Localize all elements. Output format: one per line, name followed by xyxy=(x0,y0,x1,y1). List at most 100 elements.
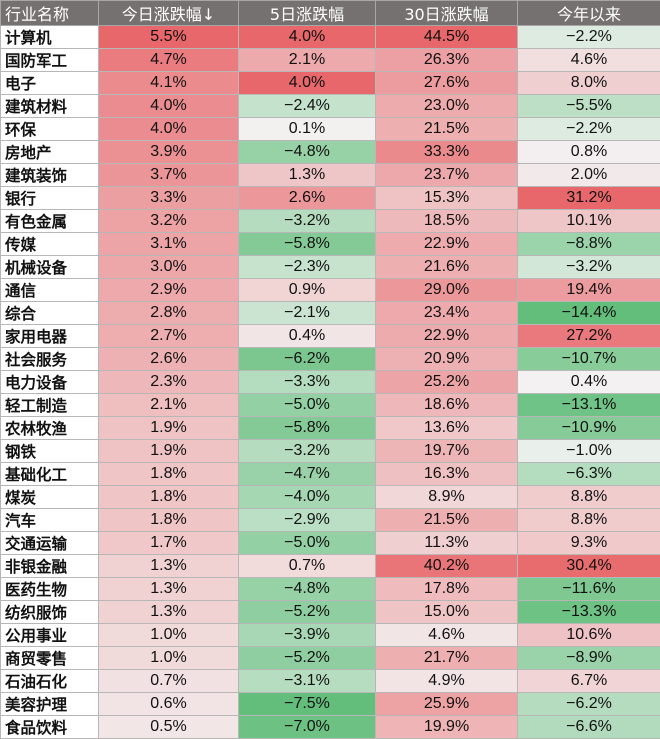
cell-industry-name: 环保 xyxy=(1,118,99,141)
cell-30day-change: 40.2% xyxy=(376,555,518,578)
cell-5day-change: −5.8% xyxy=(239,233,376,256)
cell-industry-name: 美容护理 xyxy=(1,693,99,716)
cell-today-change: 0.5% xyxy=(99,716,239,739)
column-header-5day-change[interactable]: 5日涨跌幅 xyxy=(239,1,376,26)
cell-30day-change: 19.9% xyxy=(376,716,518,739)
cell-today-change: 1.9% xyxy=(99,417,239,440)
cell-industry-name: 社会服务 xyxy=(1,348,99,371)
cell-30day-change: 22.9% xyxy=(376,325,518,348)
cell-today-change: 1.7% xyxy=(99,532,239,555)
cell-today-change: 1.3% xyxy=(99,555,239,578)
cell-30day-change: 33.3% xyxy=(376,141,518,164)
cell-30day-change: 22.9% xyxy=(376,233,518,256)
cell-ytd-change: −8.9% xyxy=(518,647,660,670)
cell-ytd-change: −6.3% xyxy=(518,463,660,486)
cell-today-change: 1.3% xyxy=(99,601,239,624)
column-header-industry[interactable]: 行业名称 xyxy=(1,1,99,26)
cell-5day-change: −6.2% xyxy=(239,348,376,371)
cell-30day-change: 23.4% xyxy=(376,302,518,325)
cell-5day-change: −2.4% xyxy=(239,95,376,118)
cell-5day-change: −4.7% xyxy=(239,463,376,486)
cell-industry-name: 有色金属 xyxy=(1,210,99,233)
cell-30day-change: 20.9% xyxy=(376,348,518,371)
cell-industry-name: 综合 xyxy=(1,302,99,325)
cell-today-change: 1.0% xyxy=(99,624,239,647)
cell-5day-change: −4.8% xyxy=(239,578,376,601)
cell-industry-name: 银行 xyxy=(1,187,99,210)
cell-industry-name: 电子 xyxy=(1,72,99,95)
cell-industry-name: 非银金融 xyxy=(1,555,99,578)
cell-30day-change: 17.8% xyxy=(376,578,518,601)
cell-5day-change: −5.8% xyxy=(239,417,376,440)
cell-5day-change: −4.0% xyxy=(239,486,376,509)
cell-today-change: 1.0% xyxy=(99,647,239,670)
cell-ytd-change: 19.4% xyxy=(518,279,660,302)
column-header-ytd-change[interactable]: 今年以来 xyxy=(518,1,660,26)
cell-ytd-change: −6.6% xyxy=(518,716,660,739)
cell-industry-name: 建筑装饰 xyxy=(1,164,99,187)
cell-5day-change: −3.2% xyxy=(239,210,376,233)
cell-ytd-change: 9.3% xyxy=(518,532,660,555)
cell-30day-change: 21.7% xyxy=(376,647,518,670)
cell-5day-change: 0.7% xyxy=(239,555,376,578)
cell-today-change: 3.1% xyxy=(99,233,239,256)
cell-ytd-change: 8.8% xyxy=(518,486,660,509)
cell-5day-change: −2.9% xyxy=(239,509,376,532)
cell-5day-change: −3.9% xyxy=(239,624,376,647)
cell-5day-change: −5.2% xyxy=(239,647,376,670)
cell-today-change: 3.9% xyxy=(99,141,239,164)
cell-industry-name: 商贸零售 xyxy=(1,647,99,670)
cell-5day-change: −2.1% xyxy=(239,302,376,325)
cell-5day-change: −7.0% xyxy=(239,716,376,739)
column-header-today-change[interactable]: 今日涨跌幅↓ xyxy=(99,1,239,26)
cell-5day-change: 0.9% xyxy=(239,279,376,302)
cell-5day-change: 2.1% xyxy=(239,49,376,72)
cell-5day-change: 1.3% xyxy=(239,164,376,187)
cell-industry-name: 食品饮料 xyxy=(1,716,99,739)
cell-industry-name: 石油石化 xyxy=(1,670,99,693)
cell-30day-change: 19.7% xyxy=(376,440,518,463)
cell-industry-name: 交通运输 xyxy=(1,532,99,555)
cell-ytd-change: −11.6% xyxy=(518,578,660,601)
cell-5day-change: −3.3% xyxy=(239,371,376,394)
cell-30day-change: 18.6% xyxy=(376,394,518,417)
cell-industry-name: 机械设备 xyxy=(1,256,99,279)
cell-today-change: 1.8% xyxy=(99,486,239,509)
cell-today-change: 4.7% xyxy=(99,49,239,72)
cell-ytd-change: −5.5% xyxy=(518,95,660,118)
cell-today-change: 2.1% xyxy=(99,394,239,417)
cell-industry-name: 钢铁 xyxy=(1,440,99,463)
cell-5day-change: −4.8% xyxy=(239,141,376,164)
cell-5day-change: 4.0% xyxy=(239,72,376,95)
cell-today-change: 2.7% xyxy=(99,325,239,348)
cell-today-change: 3.2% xyxy=(99,210,239,233)
cell-ytd-change: −6.2% xyxy=(518,693,660,716)
cell-30day-change: 21.5% xyxy=(376,118,518,141)
cell-30day-change: 23.0% xyxy=(376,95,518,118)
cell-30day-change: 21.6% xyxy=(376,256,518,279)
cell-industry-name: 国防军工 xyxy=(1,49,99,72)
cell-ytd-change: −10.9% xyxy=(518,417,660,440)
cell-ytd-change: 10.1% xyxy=(518,210,660,233)
column-header-30day-change[interactable]: 30日涨跌幅 xyxy=(376,1,518,26)
cell-today-change: 1.8% xyxy=(99,463,239,486)
cell-5day-change: −5.2% xyxy=(239,601,376,624)
cell-30day-change: 29.0% xyxy=(376,279,518,302)
